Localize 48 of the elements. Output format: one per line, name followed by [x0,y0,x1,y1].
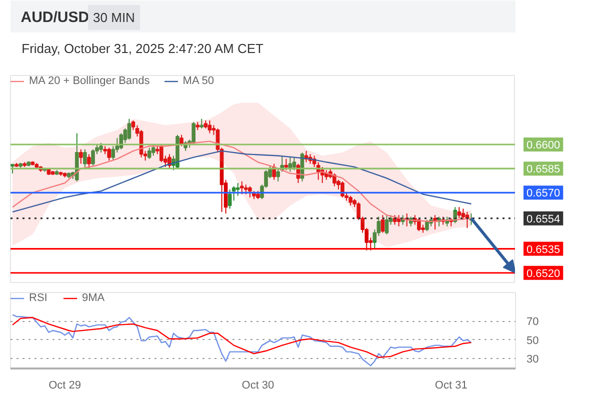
candlestick [340,180,344,198]
candlestick [236,182,240,196]
legend-label: MA 20 + Bollinger Bands [29,75,150,87]
candlestick [131,120,136,131]
candlestick [168,154,172,170]
candlestick [417,218,421,232]
candlestick [292,156,296,171]
candlestick [248,186,252,198]
candlestick [228,188,232,210]
x-tick-label: Oct 29 [48,380,82,392]
candlestick [457,206,462,219]
candlestick [244,184,248,195]
candlestick [83,148,87,168]
y-tick-label: 70 [526,316,539,328]
line-series [12,314,472,366]
text: 30 MIN [93,10,135,25]
candlestick [332,172,336,187]
candlestick [91,148,95,166]
y-tick-label: 30 [526,353,539,366]
candlestick [99,142,103,154]
ref-line-label: 0.6585 [526,164,560,176]
chart-title: AUD/USD [20,9,90,26]
candlestick [127,118,132,140]
candlestick [79,148,83,164]
legend-label: RSI [29,292,48,304]
x-tick-label: Oct 31 [434,380,468,392]
candlestick [87,154,91,170]
candlestick [107,147,111,162]
ref-line-label: 0.6570 [526,188,560,200]
candlestick [147,147,152,160]
candlestick [208,120,212,134]
chart-subtitle: Friday, October 31, 2025 2:47:20 AM CET [22,41,264,56]
candlestick [380,214,385,234]
candlestick [240,180,244,195]
candlestick [425,219,429,232]
ref-line-label: 0.6554 [526,213,560,226]
candlestick [200,118,204,129]
ref-line-label: 0.6520 [526,268,560,280]
ref-line-label: 0.6600 [526,140,560,152]
legend-label: MA 50 [182,75,214,87]
candlestick [348,195,352,206]
x-tick-label: Oct 30 [242,380,274,392]
line-series [12,316,472,358]
y-tick-label: 50 [526,334,539,347]
candlestick [384,214,389,235]
ref-line-label: 0.6535 [526,244,560,256]
candlestick [284,158,288,171]
legend-label: 9MA [82,292,105,304]
